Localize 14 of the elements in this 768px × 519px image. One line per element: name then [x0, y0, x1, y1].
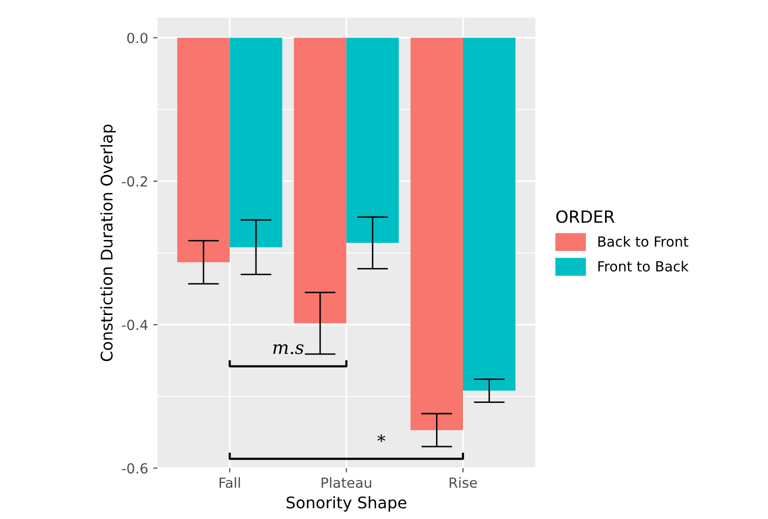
legend-label: Back to Front: [598, 236, 688, 247]
annotation: *: [377, 434, 386, 442]
y-tick-label: -0.4: [122, 320, 148, 330]
y-tick-label: 0.0: [127, 32, 148, 44]
y-tick-label: -0.2: [122, 176, 148, 187]
x-tick-label: Fall: [220, 477, 240, 488]
x-tick-label: Plateau: [322, 477, 372, 488]
y-axis-title: Constriction Duration Overlap: [100, 124, 116, 362]
legend-label: Front to Back: [598, 260, 689, 272]
legend-title: ORDER: [556, 210, 615, 223]
annotation: m.s: [273, 344, 304, 354]
x-tick-label: Rise: [450, 477, 477, 488]
x-axis-title: Sonority Shape: [286, 496, 406, 512]
y-tick-label: -0.6: [122, 463, 148, 474]
